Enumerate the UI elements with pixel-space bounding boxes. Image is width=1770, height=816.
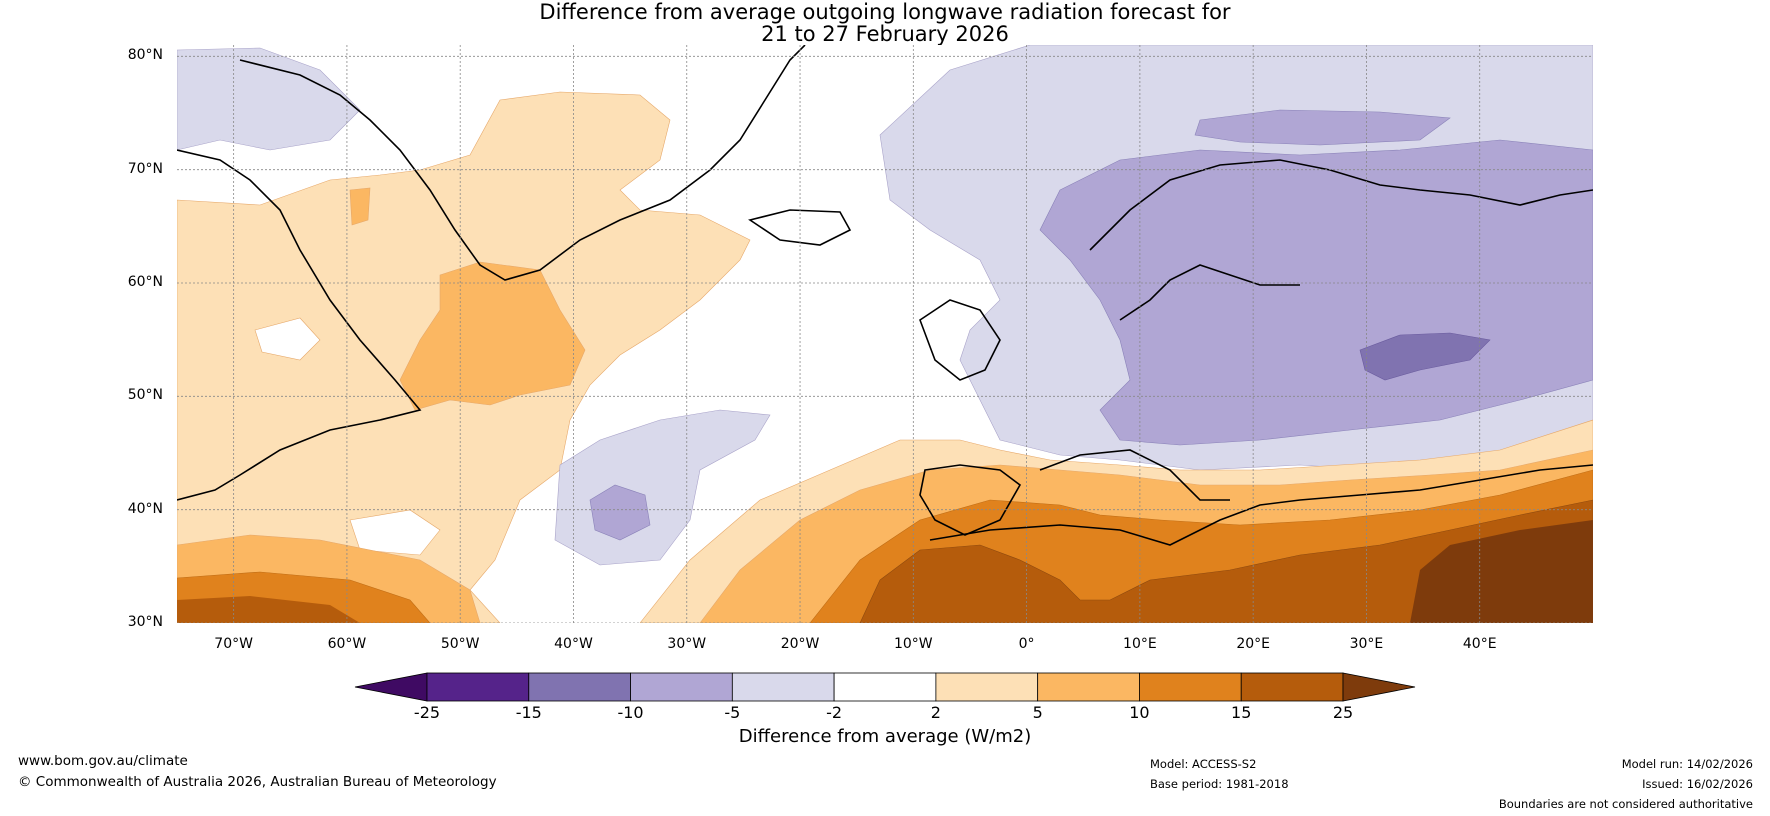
lat-tick-label: 80°N: [127, 47, 163, 64]
coastlines: [177, 45, 1593, 546]
negative-anomaly-scandinavia: [1039, 139, 1593, 446]
colorbar-tick: 2: [930, 703, 941, 722]
lon-tick-label: 30°E: [1349, 636, 1384, 652]
colorbar-tick: 15: [1231, 703, 1252, 722]
lon-tick-label: 70°W: [214, 636, 253, 652]
lat-tick-label: 30°N: [127, 614, 163, 630]
map-title-line-2: 21 to 27 February 2026: [761, 22, 1009, 46]
colorbar-bin: [1139, 672, 1242, 702]
colorbar-bin: [426, 672, 530, 702]
colorbar-label: Difference from average (W/m2): [738, 726, 1032, 747]
colorbar-tick: -25: [413, 703, 441, 722]
map-title-line-1: Difference from average outgoing longwav…: [539, 0, 1231, 24]
boundary-disclaimer: Boundaries are not considered authoritat…: [1498, 797, 1753, 811]
lon-tick-label: 10°W: [893, 636, 933, 652]
lon-tick-label: 30°W: [667, 636, 707, 652]
colorbar-bin: [833, 672, 937, 702]
positive-anomaly-labrador-sea: [399, 261, 586, 411]
colorbar-extend-low: [354, 672, 428, 702]
map-field: [177, 45, 1593, 623]
colorbar-bin: [630, 672, 733, 702]
lon-tick-label: 50°W: [440, 636, 480, 652]
base-period: Base period: 1981-2018: [1150, 777, 1289, 791]
website-link[interactable]: www.bom.gov.au/climate: [18, 753, 188, 769]
lon-tick-label: 10°E: [1123, 636, 1157, 652]
colorbar-bin: [1037, 672, 1140, 702]
colorbar-bin: [731, 672, 835, 702]
colorbar-tick: 25: [1332, 703, 1354, 722]
issued-date: Issued: 16/02/2026: [1642, 777, 1753, 791]
lon-tick-label: 0°: [1018, 636, 1035, 652]
colorbar-tick: 5: [1032, 703, 1043, 722]
colorbar-bin: [1240, 672, 1344, 702]
lon-tick-label: 40°W: [554, 636, 593, 652]
colorbar-bin: [935, 672, 1039, 702]
copyright-text: © Commonwealth of Australia 2026, Austra…: [18, 774, 497, 790]
lon-tick-label: 40°E: [1462, 636, 1497, 652]
colorbar-tick: -5: [724, 703, 741, 722]
lat-tick-label: 40°N: [127, 500, 163, 517]
lat-tick-label: 60°N: [127, 274, 163, 290]
lat-tick-label: 70°N: [127, 160, 163, 177]
colorbar-tick: -2: [826, 703, 843, 722]
colorbar-tick: -15: [515, 703, 542, 722]
lon-tick-label: 20°E: [1236, 636, 1270, 652]
lon-tick-label: 20°W: [780, 636, 820, 652]
lat-tick-label: 50°N: [127, 387, 163, 404]
colorbar-tick: -10: [617, 703, 644, 722]
colorbar-bin: [528, 672, 631, 702]
colorbar: [354, 672, 1416, 702]
graticule: [177, 45, 1593, 623]
lon-tick-label: 60°W: [327, 636, 367, 652]
colorbar-tick: 10: [1129, 703, 1150, 722]
model-run-date: Model run: 14/02/2026: [1621, 757, 1753, 771]
model-name: Model: ACCESS-S2: [1150, 757, 1257, 771]
colorbar-extend-high: [1342, 672, 1416, 702]
